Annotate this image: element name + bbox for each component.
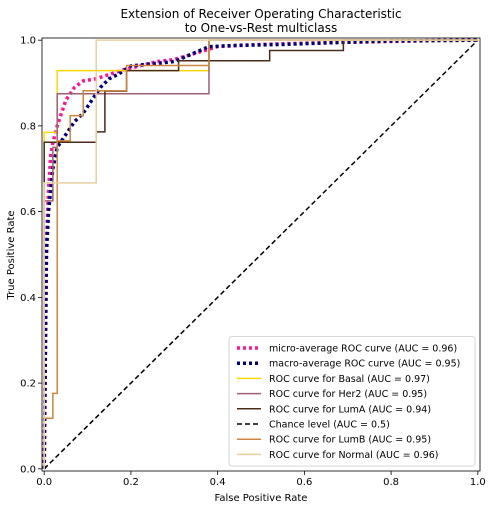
legend-entry-label: macro-average ROC curve (AUC = 0.95) bbox=[269, 359, 460, 370]
x-tick-label: 0.4 bbox=[210, 477, 226, 488]
y-axis-label: True Positive Rate bbox=[6, 210, 17, 300]
y-axis-ticks: 0.0 0.2 0.4 0.6 0.8 1.0 bbox=[20, 36, 42, 475]
x-tick-label: 0.2 bbox=[123, 477, 139, 488]
legend-entry-label: ROC curve for Basal (AUC = 0.97) bbox=[269, 374, 430, 385]
series-line-0 bbox=[42, 38, 478, 469]
y-tick-label: 0.8 bbox=[20, 121, 36, 132]
plot-frame bbox=[41, 37, 481, 472]
chart-title-line-1: Extension of Receiver Operating Characte… bbox=[120, 7, 401, 21]
series-line-5 bbox=[43, 39, 479, 470]
legend-box bbox=[228, 335, 476, 467]
y-tick-label: 0.0 bbox=[20, 464, 36, 475]
x-tick-label: 0.8 bbox=[383, 477, 399, 488]
x-tick-label: 1.0 bbox=[470, 477, 486, 488]
legend-entry-label: ROC curve for Her2 (AUC = 0.95) bbox=[269, 389, 427, 400]
y-tick-label: 0.2 bbox=[20, 379, 36, 390]
legend-entry-label: ROC curve for LumB (AUC = 0.95) bbox=[269, 435, 431, 446]
x-axis-label: False Positive Rate bbox=[215, 493, 308, 504]
legend-entry-label: ROC curve for Normal (AUC = 0.96) bbox=[269, 450, 439, 461]
series-line-6 bbox=[43, 39, 478, 469]
x-axis-ticks: 0.0 0.2 0.4 0.6 0.8 1.0 bbox=[36, 471, 486, 488]
legend-entry-label: ROC curve for LumA (AUC = 0.94) bbox=[269, 404, 431, 415]
legend-entry-label: micro-average ROC curve (AUC = 0.96) bbox=[269, 344, 457, 355]
y-tick-label: 1.0 bbox=[20, 36, 36, 47]
x-tick-label: 0.0 bbox=[36, 477, 52, 488]
series-line-7 bbox=[43, 39, 478, 469]
y-tick-label: 0.4 bbox=[20, 293, 36, 304]
x-tick-label: 0.6 bbox=[296, 477, 312, 488]
series-layer bbox=[42, 38, 479, 470]
chart-title-line-2: to One-vs-Rest multiclass bbox=[185, 21, 337, 35]
y-tick-label: 0.6 bbox=[20, 207, 36, 218]
legend: micro-average ROC curve (AUC = 0.96) macr… bbox=[228, 335, 476, 467]
series-line-1 bbox=[42, 38, 478, 469]
legend-entry-label: Chance level (AUC = 0.5) bbox=[269, 420, 390, 431]
